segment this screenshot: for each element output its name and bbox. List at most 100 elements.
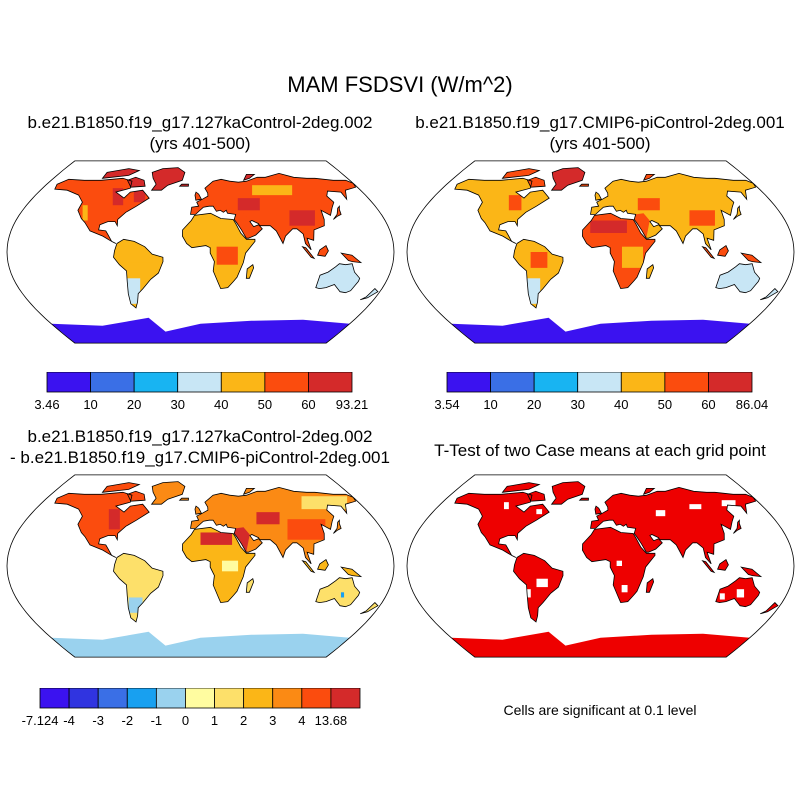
map-border bbox=[6, 160, 395, 344]
coastline-uk bbox=[194, 505, 203, 515]
land-sumatra bbox=[302, 246, 315, 259]
land-iceland bbox=[579, 498, 589, 501]
coastline-greenland bbox=[550, 167, 586, 191]
colorbar-box bbox=[243, 688, 274, 709]
value-patch bbox=[252, 185, 293, 196]
land-baffin bbox=[527, 177, 546, 188]
land-antarctica bbox=[51, 631, 350, 658]
coastline-australia bbox=[715, 577, 761, 608]
land-greenland bbox=[551, 481, 585, 505]
colorbar-box bbox=[220, 372, 266, 393]
colorbar-box bbox=[264, 372, 309, 393]
nonsignificant-cell bbox=[503, 502, 509, 510]
colorbar-label: 0 bbox=[182, 713, 189, 728]
coastline-sumatra bbox=[301, 245, 316, 260]
nonsignificant-cell bbox=[616, 560, 622, 566]
coastline-eurasia bbox=[590, 486, 757, 565]
panel4-map bbox=[406, 474, 795, 658]
land-uk bbox=[195, 192, 202, 201]
coastline-south-america bbox=[113, 552, 164, 623]
colorbar-label: -4 bbox=[63, 713, 75, 728]
coastline-iceland bbox=[178, 497, 189, 501]
coastline-japan bbox=[333, 519, 342, 534]
panel2-title: b.e21.B1850.f19_g17.CMIP6-piControl-2deg… bbox=[400, 112, 800, 154]
colorbar-label: 10 bbox=[83, 397, 97, 412]
coastline-australia bbox=[315, 263, 361, 294]
land-new-guinea bbox=[341, 253, 361, 263]
coastline-baffin bbox=[126, 490, 146, 502]
nonsignificant-cell bbox=[536, 578, 548, 588]
land-south-america bbox=[513, 553, 563, 622]
coastline-japan bbox=[733, 205, 742, 220]
land-madagascar bbox=[646, 578, 654, 593]
nonsignificant-cell bbox=[736, 589, 745, 598]
panel3-colorbar: -7.124 -4 -3 -2 -1 0 1 2 3 4 13.68 bbox=[22, 688, 361, 728]
colorbar-box bbox=[708, 372, 753, 393]
value-patch bbox=[82, 205, 88, 221]
panel4-title-line1: T-Test of two Case means at each grid po… bbox=[434, 441, 766, 460]
panel2-map bbox=[406, 160, 795, 344]
value-patch bbox=[289, 210, 315, 226]
land-greenland bbox=[151, 481, 185, 505]
colorbar-label: 2 bbox=[240, 713, 247, 728]
coastline-iceland bbox=[578, 497, 589, 501]
coastline-indonesia-borneo bbox=[317, 558, 329, 571]
colorbar-box bbox=[577, 372, 622, 393]
land-baffin bbox=[527, 491, 546, 502]
coastline-sumatra bbox=[701, 559, 716, 574]
coastline-sumatra bbox=[701, 245, 716, 260]
colorbar-box bbox=[185, 688, 215, 709]
land-greenland bbox=[151, 167, 185, 191]
panel3-map bbox=[6, 474, 395, 658]
coastline-uk bbox=[594, 505, 603, 515]
value-patch bbox=[119, 246, 153, 263]
land-uk bbox=[195, 506, 202, 515]
coastline-north-america bbox=[454, 177, 550, 244]
coastline-svalbard-nz bbox=[642, 174, 656, 181]
land-uk bbox=[595, 192, 602, 201]
coastline-sumatra bbox=[301, 559, 316, 574]
land-svalbard-nz bbox=[643, 174, 655, 181]
colorbar-label: 3.46 bbox=[34, 397, 59, 412]
panel1-title-line2: (yrs 401-500) bbox=[149, 134, 251, 153]
colorbar-label: 13.68 bbox=[315, 713, 348, 728]
land-indonesia-borneo bbox=[317, 245, 329, 257]
colorbar-box bbox=[90, 372, 135, 393]
coastline-south-america bbox=[113, 238, 164, 309]
land-arabia-link bbox=[234, 527, 250, 553]
coastline-eurasia bbox=[190, 486, 357, 565]
colorbar-label: 60 bbox=[701, 397, 715, 412]
coastline-australia bbox=[315, 577, 361, 608]
value-patch bbox=[621, 246, 643, 268]
value-patch bbox=[590, 220, 627, 233]
land-indonesia-borneo bbox=[717, 245, 729, 257]
value-patch bbox=[200, 532, 233, 545]
land-sumatra bbox=[702, 560, 715, 573]
panel2-colorbar: 3.54 10 20 30 40 50 60 86.04 bbox=[434, 372, 768, 412]
land-madagascar bbox=[646, 264, 654, 279]
colorbar-box bbox=[68, 688, 99, 709]
colorbar-label: 20 bbox=[527, 397, 541, 412]
colorbar-box bbox=[39, 688, 70, 709]
land-iceland bbox=[179, 184, 189, 187]
colorbar-label: 30 bbox=[570, 397, 584, 412]
coastline-baffin bbox=[526, 490, 546, 502]
panel3-title-line2: - b.e21.B1850.f19_g17.CMIP6-piControl-2d… bbox=[10, 448, 390, 467]
colorbar-label: 30 bbox=[170, 397, 184, 412]
panel1-title: b.e21.B1850.f19_g17.127kaControl-2deg.00… bbox=[0, 112, 400, 154]
land-baffin bbox=[127, 491, 146, 502]
value-patch bbox=[340, 592, 345, 598]
land-svalbard-nz bbox=[643, 488, 655, 495]
land-baffin bbox=[127, 177, 146, 188]
land-antarctica bbox=[451, 317, 750, 344]
value-patch bbox=[689, 210, 715, 226]
coastline-arctic-islands bbox=[101, 168, 141, 179]
colorbar-box bbox=[664, 372, 709, 393]
value-patch bbox=[112, 188, 124, 206]
coastline-svalbard-nz bbox=[242, 488, 256, 495]
coastline-iceland bbox=[178, 183, 189, 187]
land-arctic-islands bbox=[102, 482, 140, 493]
land-indonesia-borneo bbox=[317, 559, 329, 571]
coastline-north-america bbox=[54, 177, 150, 244]
figure-title: MAM FSDSVI (W/m^2) bbox=[287, 72, 513, 97]
